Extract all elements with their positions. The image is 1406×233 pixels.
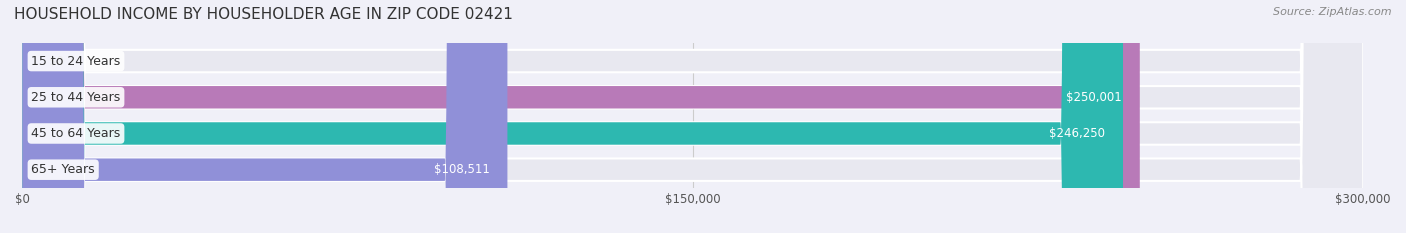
FancyBboxPatch shape bbox=[22, 0, 1364, 233]
FancyBboxPatch shape bbox=[22, 0, 1364, 233]
Text: 45 to 64 Years: 45 to 64 Years bbox=[31, 127, 121, 140]
FancyBboxPatch shape bbox=[22, 0, 1123, 233]
FancyBboxPatch shape bbox=[22, 0, 508, 233]
Text: Source: ZipAtlas.com: Source: ZipAtlas.com bbox=[1274, 7, 1392, 17]
Text: $246,250: $246,250 bbox=[1049, 127, 1105, 140]
Text: 25 to 44 Years: 25 to 44 Years bbox=[31, 91, 121, 104]
Text: 15 to 24 Years: 15 to 24 Years bbox=[31, 55, 121, 68]
Text: $108,511: $108,511 bbox=[433, 163, 489, 176]
Text: 65+ Years: 65+ Years bbox=[31, 163, 96, 176]
FancyBboxPatch shape bbox=[22, 0, 1364, 233]
Text: HOUSEHOLD INCOME BY HOUSEHOLDER AGE IN ZIP CODE 02421: HOUSEHOLD INCOME BY HOUSEHOLDER AGE IN Z… bbox=[14, 7, 513, 22]
FancyBboxPatch shape bbox=[22, 0, 1140, 233]
Text: $0: $0 bbox=[49, 55, 65, 68]
FancyBboxPatch shape bbox=[22, 0, 1364, 233]
Text: $250,001: $250,001 bbox=[1066, 91, 1122, 104]
